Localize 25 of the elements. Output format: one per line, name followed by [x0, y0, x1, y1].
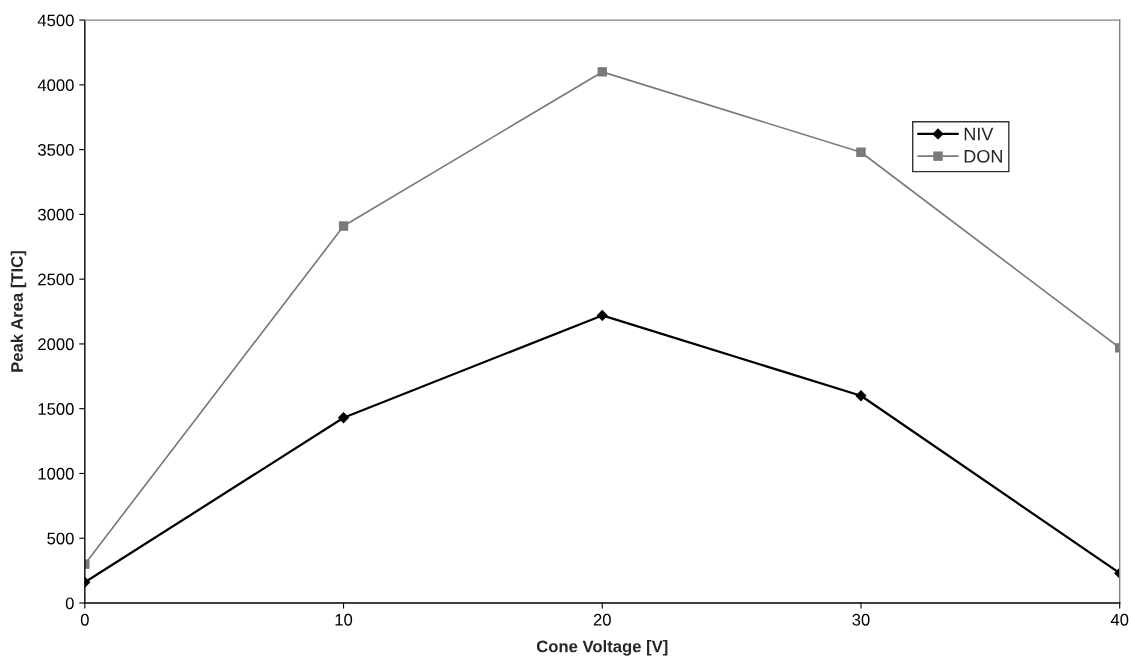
- x-tick-label: 0: [80, 613, 89, 626]
- point: [596, 310, 608, 321]
- y-axis-title: Peak Area [TIC]: [10, 251, 27, 372]
- x-tick-label: 30: [852, 613, 870, 626]
- x-tick-label: 40: [1110, 613, 1129, 626]
- x-axis-title: Cone Voltage [V]: [536, 640, 668, 656]
- y-tick-label: 500: [47, 532, 74, 545]
- x-tick-label: 10: [335, 613, 353, 626]
- y-tick-label: 2500: [38, 273, 74, 286]
- y-tick-label: 1000: [38, 467, 74, 480]
- x-tick-label: 20: [593, 613, 611, 626]
- legend-label: NIV: [964, 127, 994, 141]
- y-tick-label: 3500: [37, 144, 74, 156]
- y-tick-label: 2000: [38, 338, 74, 351]
- y-tick-label: 0: [65, 597, 74, 610]
- point: [856, 147, 866, 157]
- point: [338, 412, 349, 424]
- y-tick-label: 1500: [38, 403, 74, 415]
- legend-label: DON: [964, 149, 1002, 163]
- point: [855, 390, 867, 402]
- y-tick-label: 4000: [37, 79, 74, 92]
- point: [597, 67, 607, 77]
- y-tick-label: 3000: [37, 208, 74, 221]
- point: [338, 221, 349, 231]
- y-tick-label: 4500: [37, 14, 74, 27]
